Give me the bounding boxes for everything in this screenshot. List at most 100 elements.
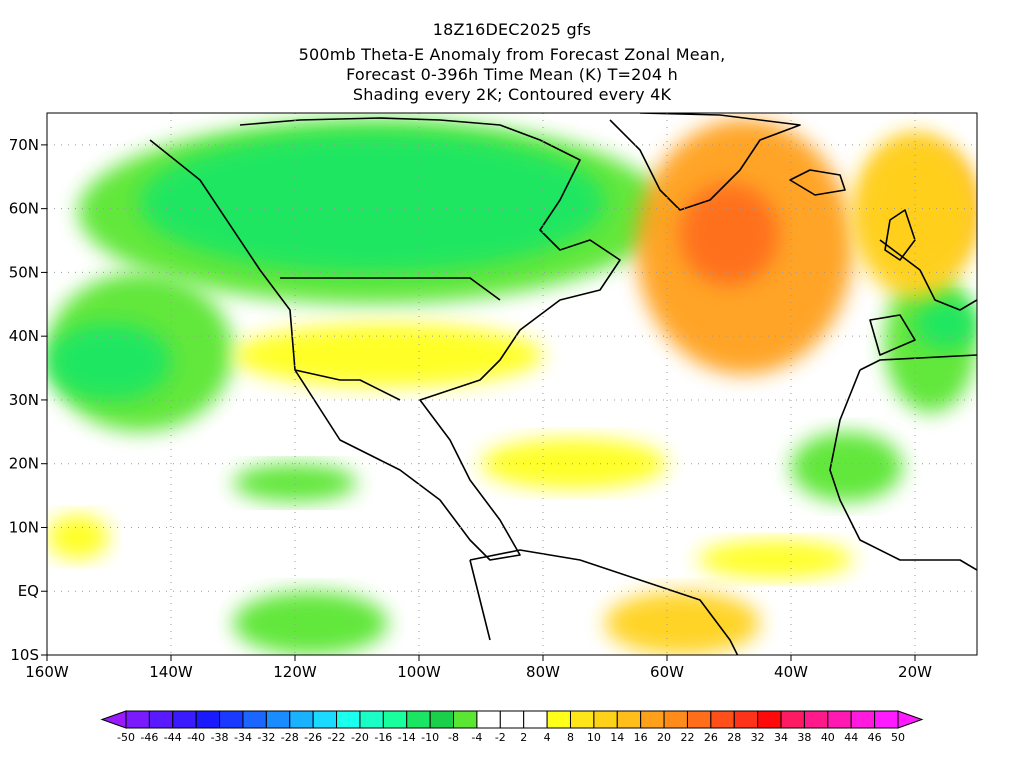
colorbar-label: -14 bbox=[398, 731, 416, 744]
colorbar-label: 28 bbox=[727, 731, 741, 744]
colorbar-arrow-low bbox=[100, 710, 127, 729]
colorbar-label: -50 bbox=[117, 731, 135, 744]
x-tick-label: 40W bbox=[774, 663, 808, 681]
colorbar-box bbox=[219, 710, 244, 729]
colorbar-label: 14 bbox=[610, 731, 624, 744]
y-tick-label: 70N bbox=[9, 136, 39, 154]
title-line-3: Forecast 0-396h Time Mean (K) T=204 h bbox=[346, 65, 678, 84]
colorbar-label: -16 bbox=[374, 731, 392, 744]
shade-region-dark-orange-15 bbox=[679, 183, 779, 286]
coastline-greenland bbox=[609, 113, 801, 211]
shade-region-yellow-12 bbox=[698, 540, 853, 579]
colorbar-label: -34 bbox=[234, 731, 252, 744]
x-tick-label: 20W bbox=[898, 663, 932, 681]
colorbar-box bbox=[476, 710, 501, 729]
shade-region-teal-5 bbox=[915, 297, 977, 349]
colorbar-label: -2 bbox=[495, 731, 506, 744]
shade-region-green-8 bbox=[233, 591, 388, 655]
colorbar-label: 40 bbox=[821, 731, 835, 744]
border-us-canada bbox=[280, 277, 501, 301]
x-tick-label: 60W bbox=[650, 663, 684, 681]
colorbar-box bbox=[382, 710, 408, 729]
coastline-iceland bbox=[789, 169, 846, 196]
colorbar-label: 34 bbox=[774, 731, 788, 744]
colorbar-label: -20 bbox=[351, 731, 369, 744]
shade-region-yellow-10 bbox=[481, 438, 667, 490]
x-tick-label: 140W bbox=[149, 663, 193, 681]
colorbar-label: 38 bbox=[797, 731, 811, 744]
y-tick-label: 40N bbox=[9, 327, 39, 345]
colorbar-box bbox=[757, 710, 782, 729]
y-tick-label: 30N bbox=[9, 391, 39, 409]
y-tick-label: 10S bbox=[10, 646, 39, 664]
colorbar-label: 50 bbox=[891, 731, 905, 744]
colorbar-label: -32 bbox=[257, 731, 275, 744]
colorbar-box bbox=[499, 710, 525, 729]
colorbar-label: -28 bbox=[281, 731, 299, 744]
colorbar-box bbox=[874, 710, 899, 729]
colorbar-label: 2 bbox=[520, 731, 527, 744]
colorbar-label: 4 bbox=[544, 731, 551, 744]
shading-layer bbox=[47, 119, 977, 655]
colorbar-box bbox=[686, 710, 712, 729]
colorbar-label: 22 bbox=[680, 731, 694, 744]
colorbar-box bbox=[242, 710, 267, 729]
colorbar-box bbox=[523, 710, 548, 729]
colorbar-label: -10 bbox=[421, 731, 439, 744]
coastline-layer bbox=[149, 113, 977, 655]
title-line-2: 500mb Theta-E Anomaly from Forecast Zona… bbox=[298, 45, 726, 64]
colorbar-label: -22 bbox=[328, 731, 346, 744]
shade-region-green-7 bbox=[233, 463, 357, 502]
colorbar-label: -26 bbox=[304, 731, 322, 744]
colorbar-box bbox=[195, 710, 221, 729]
colorbar-label: 20 bbox=[657, 731, 671, 744]
colorbar: -50 -46 -44 -40 -38 -34 -32 -28 -26 -22 -20 -16 -14-… bbox=[100, 710, 924, 744]
shade-region-yellow-9 bbox=[233, 323, 543, 388]
title-line-4: Shading every 2K; Contoured every 4K bbox=[352, 85, 672, 104]
colorbar-label: 16 bbox=[634, 731, 648, 744]
colorbar-label: -40 bbox=[187, 731, 205, 744]
colorbar-label: -38 bbox=[211, 731, 229, 744]
coastline-uk bbox=[884, 209, 916, 261]
colorbar-box bbox=[265, 710, 291, 729]
colorbar-label: 46 bbox=[868, 731, 882, 744]
colorbar-box bbox=[733, 710, 759, 729]
colorbar-label: 8 bbox=[567, 731, 574, 744]
coastline-europe bbox=[879, 239, 977, 311]
colorbar-box bbox=[336, 710, 361, 729]
plot-frame bbox=[46, 112, 978, 656]
y-tick-label: EQ bbox=[18, 582, 39, 600]
x-tick-label: 100W bbox=[397, 663, 441, 681]
coastline-africa bbox=[829, 354, 977, 571]
coastline-north-america bbox=[149, 117, 621, 561]
colorbar-box bbox=[803, 710, 829, 729]
shade-region-gold-13 bbox=[605, 591, 760, 655]
colorbar-box bbox=[125, 710, 150, 729]
colorbar-box bbox=[312, 710, 338, 729]
colorbar-label: -8 bbox=[448, 731, 459, 744]
colorbar-box bbox=[850, 710, 876, 729]
colorbar-box bbox=[593, 710, 618, 729]
colorbar-box bbox=[406, 710, 431, 729]
colorbar-box bbox=[569, 710, 595, 729]
colorbar-box bbox=[148, 710, 174, 729]
title-line-1: 18Z16DEC2025 gfs bbox=[432, 20, 592, 39]
colorbar-box bbox=[616, 710, 642, 729]
colorbar-box bbox=[710, 710, 735, 729]
x-tick-label: 80W bbox=[526, 663, 560, 681]
colorbar-label: 26 bbox=[704, 731, 718, 744]
colorbar-box bbox=[663, 710, 688, 729]
colorbar-box bbox=[780, 710, 805, 729]
colorbar-label: 32 bbox=[751, 731, 765, 744]
colorbar-box bbox=[359, 710, 384, 729]
border-us-mexico bbox=[294, 369, 401, 401]
colorbar-label: -4 bbox=[471, 731, 482, 744]
x-tick-label: 160W bbox=[25, 663, 69, 681]
colorbar-box bbox=[429, 710, 455, 729]
axis-ticks: 160W140W120W100W80W60W40W20W070N60N50N40… bbox=[9, 136, 932, 681]
y-tick-label: 10N bbox=[9, 518, 39, 536]
shade-region-teal-3 bbox=[47, 323, 171, 400]
shade-region-yellow-17 bbox=[853, 132, 977, 298]
colorbar-box bbox=[827, 710, 852, 729]
